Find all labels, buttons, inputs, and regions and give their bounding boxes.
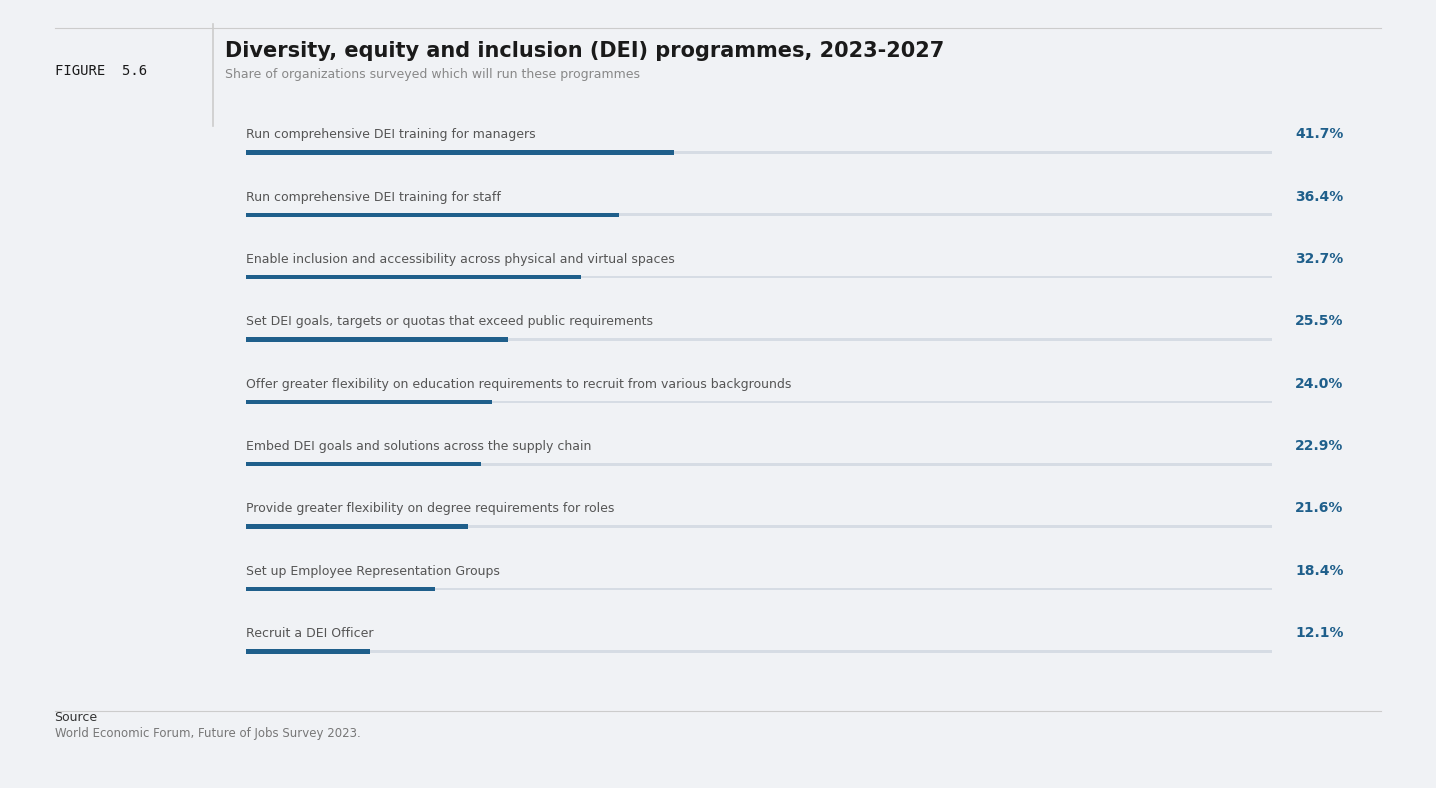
Text: World Economic Forum, Future of Jobs Survey 2023.: World Economic Forum, Future of Jobs Sur…: [55, 727, 360, 740]
Bar: [246, 462, 481, 466]
Text: Enable inclusion and accessibility across physical and virtual spaces: Enable inclusion and accessibility acros…: [246, 253, 675, 266]
Text: Offer greater flexibility on education requirements to recruit from various back: Offer greater flexibility on education r…: [246, 377, 791, 391]
Bar: [246, 338, 1272, 340]
Text: Provide greater flexibility on degree requirements for roles: Provide greater flexibility on degree re…: [246, 503, 615, 515]
Text: 22.9%: 22.9%: [1295, 439, 1344, 453]
Text: Set up Employee Representation Groups: Set up Employee Representation Groups: [246, 565, 500, 578]
Bar: [246, 276, 1272, 278]
Text: 25.5%: 25.5%: [1295, 314, 1344, 329]
Text: 32.7%: 32.7%: [1295, 252, 1344, 266]
Bar: [246, 525, 468, 529]
Bar: [246, 337, 507, 342]
Text: 12.1%: 12.1%: [1295, 626, 1344, 640]
Text: 21.6%: 21.6%: [1295, 501, 1344, 515]
Text: FIGURE  5.6: FIGURE 5.6: [55, 64, 146, 78]
Text: Source: Source: [55, 711, 98, 724]
Text: Recruit a DEI Officer: Recruit a DEI Officer: [246, 627, 373, 640]
Bar: [246, 151, 1272, 154]
Bar: [246, 275, 582, 279]
Bar: [246, 400, 1272, 403]
Bar: [246, 587, 435, 591]
Text: Share of organizations surveyed which will run these programmes: Share of organizations surveyed which wi…: [225, 69, 640, 81]
Text: Run comprehensive DEI training for managers: Run comprehensive DEI training for manag…: [246, 128, 536, 141]
Text: 18.4%: 18.4%: [1295, 563, 1344, 578]
Bar: [246, 649, 370, 653]
Text: Run comprehensive DEI training for staff: Run comprehensive DEI training for staff: [246, 191, 501, 203]
Text: 41.7%: 41.7%: [1295, 127, 1344, 141]
Text: 36.4%: 36.4%: [1295, 189, 1344, 203]
Bar: [246, 463, 1272, 466]
Text: Diversity, equity and inclusion (DEI) programmes, 2023-2027: Diversity, equity and inclusion (DEI) pr…: [225, 41, 945, 61]
Bar: [246, 526, 1272, 528]
Text: Embed DEI goals and solutions across the supply chain: Embed DEI goals and solutions across the…: [246, 440, 592, 453]
Bar: [246, 588, 1272, 590]
Bar: [246, 214, 1272, 216]
Bar: [246, 151, 673, 154]
Text: Set DEI goals, targets or quotas that exceed public requirements: Set DEI goals, targets or quotas that ex…: [246, 315, 653, 329]
Bar: [246, 213, 619, 217]
Text: 24.0%: 24.0%: [1295, 377, 1344, 391]
Bar: [246, 400, 493, 404]
Bar: [246, 650, 1272, 652]
